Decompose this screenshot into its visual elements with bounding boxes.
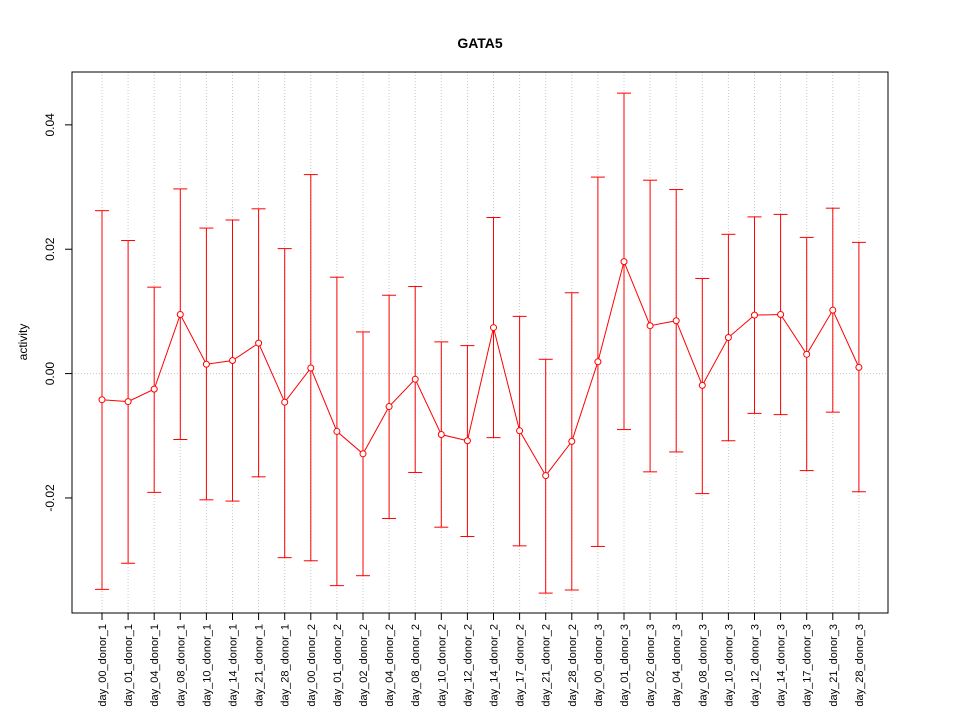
x-tick-label: day_01_donor_3 bbox=[619, 624, 631, 707]
data-point bbox=[829, 306, 837, 314]
data-point bbox=[542, 472, 550, 480]
x-tick-label: day_14_donor_1 bbox=[228, 624, 240, 707]
x-tick-label: day_10_donor_3 bbox=[723, 624, 735, 707]
x-tick-label: day_17_donor_3 bbox=[802, 624, 814, 707]
data-point bbox=[803, 350, 811, 358]
data-point bbox=[359, 450, 367, 458]
x-tick-label: day_14_donor_3 bbox=[776, 624, 788, 707]
data-point bbox=[307, 364, 315, 372]
chart-title: GATA5 bbox=[457, 35, 503, 51]
x-axis: day_00_donor_1 day_01_donor_1 day_04_donor… bbox=[97, 612, 866, 707]
x-tick-label: day_14_donor_2 bbox=[489, 624, 501, 707]
data-point bbox=[698, 381, 706, 389]
x-tick-label: day_01_donor_1 bbox=[123, 624, 135, 707]
y-tick-label: -0.02 bbox=[43, 484, 57, 512]
data-points bbox=[98, 258, 863, 480]
x-tick-label: day_00_donor_3 bbox=[593, 624, 605, 707]
y-tick-label: 0.00 bbox=[43, 362, 57, 386]
data-point bbox=[490, 324, 497, 332]
data-point bbox=[150, 385, 158, 393]
grid bbox=[72, 72, 888, 613]
x-tick-label: day_28_donor_1 bbox=[280, 624, 292, 707]
data-point bbox=[463, 437, 471, 445]
series-line bbox=[101, 260, 860, 477]
data-point bbox=[333, 427, 341, 435]
data-point bbox=[229, 357, 236, 365]
y-tick-label: 0.04 bbox=[43, 113, 57, 137]
x-tick-label: day_21_donor_2 bbox=[541, 624, 553, 707]
y-tick-label: 0.02 bbox=[43, 237, 57, 261]
data-point bbox=[516, 427, 524, 435]
x-tick-label: day_08_donor_2 bbox=[410, 624, 422, 707]
x-tick-label: day_21_donor_1 bbox=[254, 624, 266, 707]
x-tick-label: day_00_donor_1 bbox=[97, 624, 109, 707]
data-point bbox=[281, 398, 289, 406]
x-tick-label: day_02_donor_3 bbox=[645, 624, 657, 707]
data-point bbox=[751, 311, 758, 319]
x-tick-label: day_02_donor_2 bbox=[358, 624, 370, 707]
x-tick-label: day_17_donor_2 bbox=[515, 624, 527, 707]
data-point bbox=[255, 339, 263, 347]
data-point bbox=[202, 360, 210, 368]
data-point bbox=[724, 334, 732, 342]
data-point bbox=[124, 398, 132, 406]
x-tick-label: day_21_donor_3 bbox=[828, 624, 840, 707]
data-point bbox=[98, 396, 106, 404]
x-tick-label: day_28_donor_2 bbox=[567, 624, 579, 707]
data-point bbox=[777, 311, 785, 319]
data-point bbox=[646, 322, 654, 330]
x-tick-label: day_12_donor_3 bbox=[750, 624, 762, 707]
x-tick-label: day_12_donor_2 bbox=[462, 624, 474, 707]
x-tick-label: day_04_donor_1 bbox=[149, 624, 161, 707]
y-axis: -0.02 0.00 0.02 0.04 bbox=[43, 113, 73, 512]
data-point bbox=[411, 375, 419, 383]
y-axis-label: activity bbox=[16, 324, 30, 361]
x-tick-label: day_10_donor_2 bbox=[436, 624, 448, 707]
x-tick-label: day_08_donor_3 bbox=[697, 624, 709, 707]
x-tick-label: day_28_donor_3 bbox=[854, 624, 866, 707]
data-point bbox=[176, 311, 184, 319]
data-point bbox=[437, 431, 445, 439]
data-point bbox=[672, 317, 680, 325]
data-point bbox=[385, 403, 393, 411]
x-tick-label: day_10_donor_1 bbox=[201, 624, 213, 707]
plot-frame bbox=[71, 71, 889, 614]
error-bars bbox=[95, 92, 866, 594]
data-point bbox=[594, 358, 602, 366]
data-point bbox=[568, 437, 576, 445]
x-tick-label: day_08_donor_1 bbox=[175, 624, 187, 707]
data-point bbox=[620, 258, 628, 266]
x-tick-label: day_01_donor_2 bbox=[332, 624, 344, 707]
x-tick-label: day_00_donor_2 bbox=[306, 624, 318, 707]
x-tick-label: day_04_donor_2 bbox=[384, 624, 396, 707]
data-point bbox=[855, 363, 863, 371]
x-tick-label: day_04_donor_3 bbox=[671, 624, 683, 707]
